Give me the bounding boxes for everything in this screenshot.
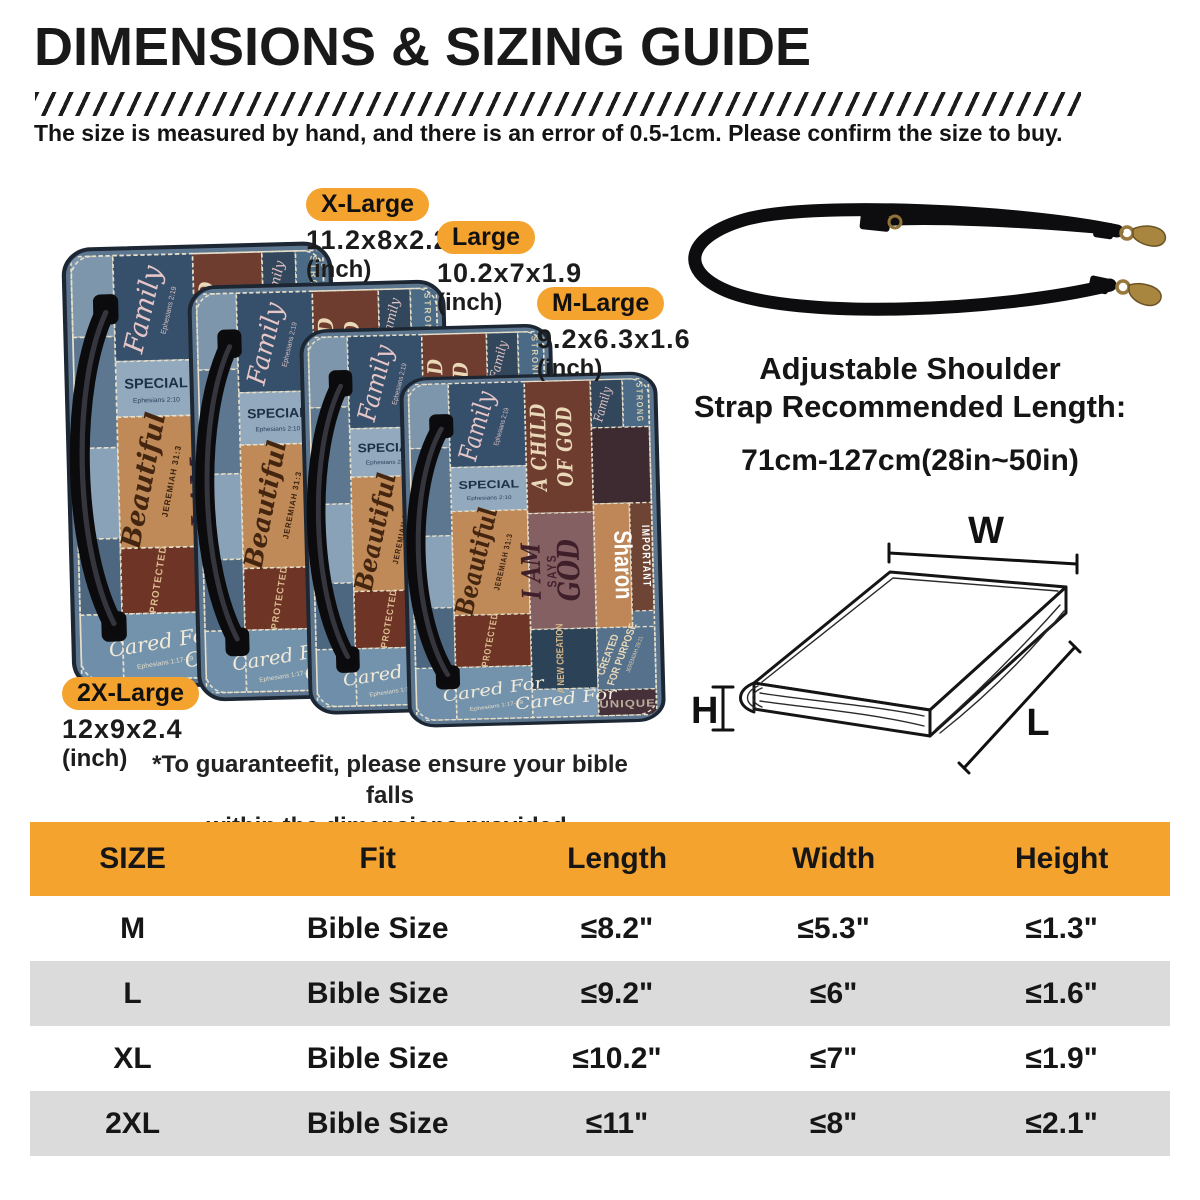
- strap-adjuster: [859, 213, 891, 232]
- cell-length: ≤11": [585, 1106, 649, 1140]
- callout-mlarge: M-Large 9.2x6.3x1.6 (inch): [537, 287, 691, 383]
- cell-height: ≤1.3": [1025, 911, 1098, 945]
- size-unit-xlarge: (inch): [306, 256, 372, 283]
- table-row-2xl: 2XL Bible Size ≤11" ≤8" ≤2.1": [30, 1091, 1170, 1156]
- callout-2xlarge: 2X-Large 12x9x2.4 (inch): [62, 677, 199, 773]
- shoulder-strap-illustration: [688, 203, 1167, 316]
- col-header-length: Length: [567, 842, 668, 875]
- dimension-lines: [711, 542, 1082, 775]
- strap-adjuster-ring-icon: [887, 214, 903, 230]
- size-dims-mlarge: 9.2x6.3x1.6: [537, 324, 691, 354]
- size-dims-2xlarge: 12x9x2.4: [62, 714, 183, 744]
- callout-large: Large 10.2x7x1.9 (inch): [437, 221, 582, 317]
- page-title: DIMENSIONS & SIZING GUIDE: [34, 17, 812, 77]
- size-unit-large: (inch): [437, 289, 503, 316]
- fit-note: *To guaranteefit, please ensure your bib…: [128, 749, 652, 842]
- col-header-height: Height: [1015, 842, 1109, 875]
- strap-cord: [688, 203, 1124, 316]
- cell-size: 2XL: [105, 1106, 161, 1140]
- strap-length-value: 71cm-127cm(28in~50in): [741, 444, 1079, 477]
- col-header-width: Width: [792, 842, 876, 875]
- cell-length: ≤9.2": [580, 976, 654, 1010]
- cell-size: M: [120, 911, 146, 945]
- book-spine: [739, 681, 756, 714]
- cell-size: XL: [113, 1041, 152, 1075]
- fit-note-line1: *To guaranteefit, please ensure your bib…: [152, 751, 628, 809]
- size-badge-xlarge: X-Large: [306, 188, 430, 221]
- cell-fit: Bible Size: [306, 1041, 449, 1075]
- size-unit-mlarge: (inch): [537, 355, 603, 382]
- table-row-l: L Bible Size ≤9.2" ≤6" ≤1.6": [30, 961, 1170, 1026]
- size-badge-mlarge: M-Large: [537, 287, 665, 320]
- cell-width: ≤6": [809, 976, 858, 1010]
- cell-length: ≤8.2": [580, 911, 654, 945]
- book-side-pages: [928, 585, 1068, 738]
- col-header-fit: Fit: [359, 842, 397, 875]
- size-dims-xlarge: 11.2x8x2.2: [306, 225, 450, 255]
- size-badge-2xlarge: 2X-Large: [62, 677, 199, 710]
- dim-label-l: L: [1026, 702, 1049, 744]
- table-row-m: M Bible Size ≤8.2" ≤5.3" ≤1.3": [30, 896, 1170, 961]
- strap-clasp-bottom-icon: [1088, 275, 1162, 307]
- cell-size: L: [123, 976, 142, 1010]
- cell-fit: Bible Size: [306, 911, 449, 945]
- cell-height: ≤1.9": [1025, 1041, 1098, 1075]
- cell-height: ≤2.1": [1025, 1106, 1098, 1140]
- table-row-xl: XL Bible Size ≤10.2" ≤7" ≤1.9": [30, 1026, 1170, 1091]
- cell-fit: Bible Size: [306, 976, 449, 1010]
- size-dims-large: 10.2x7x1.9: [437, 258, 583, 288]
- strap-clasp-top-icon: [1093, 221, 1167, 247]
- col-header-size: SIZE: [99, 842, 166, 875]
- size-unit-2xlarge: (inch): [62, 745, 128, 772]
- strap-heading-line2: Strap Recommended Length:: [693, 389, 1127, 424]
- size-badge-large: Large: [437, 221, 536, 254]
- strap-heading-line1: Adjustable Shoulder: [759, 351, 1061, 386]
- cell-length: ≤10.2": [572, 1041, 662, 1075]
- dim-label-h: H: [691, 690, 718, 732]
- cell-height: ≤1.6": [1025, 976, 1098, 1010]
- cell-fit: Bible Size: [306, 1106, 449, 1140]
- cell-width: ≤5.3": [797, 911, 870, 945]
- fit-note-line2: within the dimensions provided.: [206, 813, 574, 840]
- cell-width: ≤7": [809, 1041, 858, 1075]
- dim-label-w: W: [968, 510, 1004, 552]
- table-header-row: SIZE Fit Length Width Height: [30, 822, 1170, 896]
- book-diagram: W H L: [691, 510, 1082, 775]
- size-table: SIZE Fit Length Width Height M Bible Siz…: [30, 822, 1170, 1156]
- cell-width: ≤8": [809, 1106, 858, 1140]
- hatch-divider: [35, 92, 1081, 116]
- page-subtitle: The size is measured by hand, and there …: [34, 120, 1063, 146]
- callout-xlarge: X-Large 11.2x8x2.2 (inch): [306, 188, 450, 284]
- strap-info-block: Adjustable Shoulder Strap Recommended Le…: [655, 350, 1165, 478]
- cover-mlarge: [401, 373, 664, 727]
